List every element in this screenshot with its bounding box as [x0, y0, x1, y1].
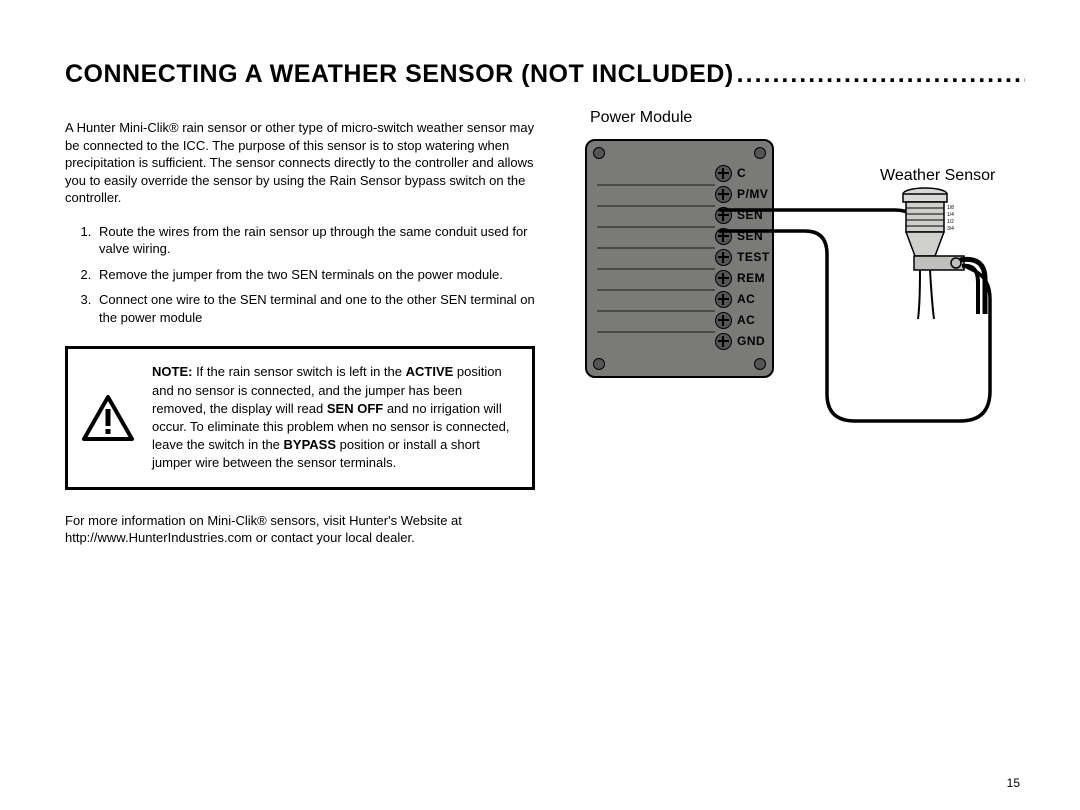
note-box: NOTE: If the rain sensor switch is left …: [65, 346, 535, 489]
terminal-screw: [715, 291, 732, 308]
terminal-screw: [715, 333, 732, 350]
note-text: NOTE: If the rain sensor switch is left …: [152, 363, 514, 472]
svg-text:1/4: 1/4: [947, 212, 954, 218]
terminal-screw: [715, 186, 732, 203]
terminal-screw: [715, 312, 732, 329]
weather-sensor: 1/8 1/4 1/2 3/4: [890, 184, 1000, 349]
terminal-screw: [715, 270, 732, 287]
intro-text: A Hunter Mini-Clik® rain sensor or other…: [65, 119, 535, 207]
step-item: Connect one wire to the SEN terminal and…: [95, 291, 535, 326]
terminal-screw: [715, 165, 732, 182]
terminal-label: REM: [737, 271, 765, 285]
terminal-label: AC: [737, 292, 755, 306]
terminal-label: P/MV: [737, 187, 768, 201]
more-info-text: For more information on Mini-Clik® senso…: [65, 512, 535, 547]
step-item: Route the wires from the rain sensor up …: [95, 223, 535, 258]
terminal-screw: [715, 228, 732, 245]
svg-text:3/4: 3/4: [947, 226, 954, 232]
terminal-label: GND: [737, 334, 765, 348]
heading-dots: ........................................…: [737, 60, 1025, 89]
svg-text:1/8: 1/8: [947, 205, 954, 211]
power-module-label: Power Module: [590, 109, 692, 127]
terminal-screw: [715, 249, 732, 266]
weather-sensor-label: Weather Sensor: [880, 167, 995, 185]
page-heading: CONNECTING A WEATHER SENSOR (NOT INCLUDE…: [65, 60, 734, 89]
terminal-label: AC: [737, 313, 755, 327]
step-item: Remove the jumper from the two SEN termi…: [95, 266, 535, 284]
diagram-area: Power Module Weather Sensor CP/MVSENSENT…: [565, 119, 1025, 547]
terminal-label: SEN: [737, 208, 763, 222]
svg-text:1/2: 1/2: [947, 219, 954, 225]
steps-list: Route the wires from the rain sensor up …: [65, 223, 535, 327]
warning-icon: [82, 395, 134, 441]
left-column: A Hunter Mini-Clik® rain sensor or other…: [65, 119, 535, 547]
note-prefix: NOTE:: [152, 364, 192, 379]
terminal-label: SEN: [737, 229, 763, 243]
terminal-label: C: [737, 166, 746, 180]
terminal-label: TEST: [737, 250, 770, 264]
page-number: 15: [1007, 776, 1020, 790]
terminal-screw: [715, 207, 732, 224]
power-module: C P/MV SEN SEN TEST REM AC AC GND: [585, 139, 774, 378]
